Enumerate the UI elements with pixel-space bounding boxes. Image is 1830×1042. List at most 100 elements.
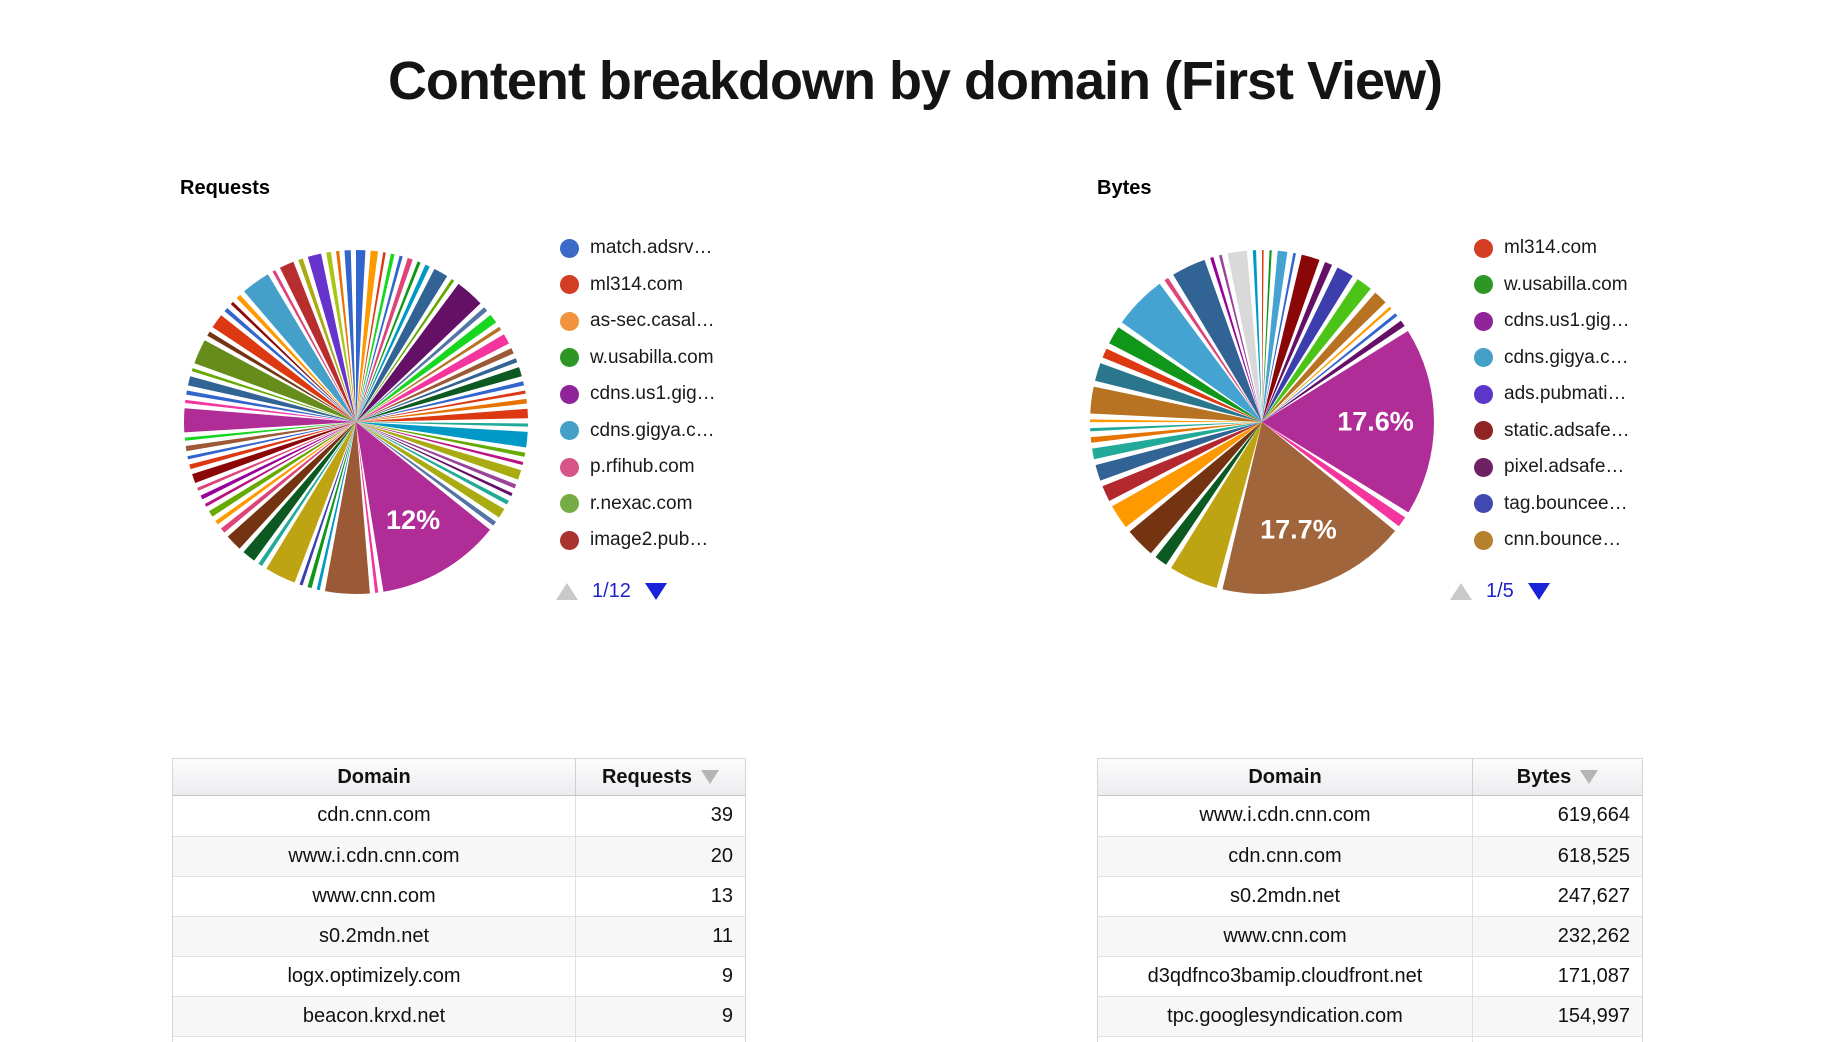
pie-slice[interactable] xyxy=(187,376,356,422)
pager-down-icon[interactable] xyxy=(1527,582,1550,600)
pie-slice[interactable] xyxy=(1102,422,1262,502)
pie-slice[interactable] xyxy=(1262,279,1371,422)
pie-slice[interactable] xyxy=(316,422,356,591)
pie-slice[interactable] xyxy=(200,422,356,500)
pie-slice[interactable] xyxy=(356,422,509,505)
legend-item[interactable]: image2.pub… xyxy=(560,529,716,550)
pie-slice[interactable] xyxy=(1164,277,1262,422)
legend-item[interactable]: cdns.gigya.c… xyxy=(560,420,716,441)
pie-slice[interactable] xyxy=(1262,320,1405,422)
column-header-requests[interactable]: Requests xyxy=(576,759,745,795)
pie-slice[interactable] xyxy=(184,422,356,441)
pie-slice[interactable] xyxy=(356,314,497,422)
legend-item[interactable]: r.nexac.com xyxy=(560,493,716,514)
pie-slice[interactable] xyxy=(186,390,356,422)
pie-slice[interactable] xyxy=(1090,422,1262,432)
pie-slice[interactable] xyxy=(1155,422,1262,565)
pie-slice[interactable] xyxy=(204,422,356,507)
legend-item[interactable]: ml314.com xyxy=(1474,237,1630,258)
pie-slice[interactable] xyxy=(1102,348,1262,422)
pie-slice[interactable] xyxy=(356,268,448,422)
pie-slice[interactable] xyxy=(212,315,356,422)
pie-slice[interactable] xyxy=(356,279,455,422)
pie-slice[interactable] xyxy=(1262,252,1296,422)
pie-slice[interactable] xyxy=(1222,422,1396,594)
column-header-domain[interactable]: Domain xyxy=(173,759,576,795)
pie-slice[interactable] xyxy=(307,253,356,422)
legend-item[interactable]: cdns.us1.gig… xyxy=(1474,310,1630,331)
requests-pie-chart[interactable]: 12% xyxy=(180,246,532,598)
pie-slice[interactable] xyxy=(356,422,379,593)
pie-slice[interactable] xyxy=(258,422,356,566)
pager-up-icon[interactable] xyxy=(556,582,578,600)
pie-slice[interactable] xyxy=(356,250,366,422)
pie-slice[interactable] xyxy=(1173,259,1262,422)
legend-item[interactable]: w.usabilla.com xyxy=(560,347,716,368)
pie-slice[interactable] xyxy=(324,422,370,595)
bytes-pie-chart[interactable]: 17.6% 17.7% xyxy=(1086,246,1438,598)
pie-slice[interactable] xyxy=(1227,250,1263,422)
pie-slice[interactable] xyxy=(356,253,395,422)
legend-item[interactable]: pixel.adsafe… xyxy=(1474,456,1630,477)
pie-slice[interactable] xyxy=(183,408,356,433)
pie-slice[interactable] xyxy=(243,422,356,561)
pie-slice[interactable] xyxy=(191,368,356,422)
pie-slice[interactable] xyxy=(1262,261,1333,422)
legend-item[interactable]: cdns.gigya.c… xyxy=(1474,347,1630,368)
legend-item[interactable]: ads.pubmati… xyxy=(1474,383,1630,404)
pie-slice[interactable] xyxy=(299,422,356,586)
pie-slice[interactable] xyxy=(187,422,356,460)
pie-slice[interactable] xyxy=(1210,257,1262,422)
pie-slice[interactable] xyxy=(1092,422,1262,460)
pie-slice[interactable] xyxy=(189,422,356,470)
pie-slice[interactable] xyxy=(1262,292,1386,422)
pie-slice[interactable] xyxy=(1129,422,1262,554)
legend-item[interactable]: cnn.bounce… xyxy=(1474,529,1630,550)
pie-slice[interactable] xyxy=(356,422,524,466)
legend-item[interactable]: match.adsrv… xyxy=(560,237,716,258)
pie-slice[interactable] xyxy=(307,422,356,589)
pie-slice[interactable] xyxy=(356,264,430,422)
pie-slice[interactable] xyxy=(1112,422,1262,528)
pie-slice[interactable] xyxy=(1262,250,1264,422)
pie-slice[interactable] xyxy=(298,258,356,422)
pie-slice[interactable] xyxy=(1090,386,1262,422)
pie-slice[interactable] xyxy=(197,422,356,491)
pie-slice[interactable] xyxy=(356,422,522,480)
pie-slice[interactable] xyxy=(230,301,356,422)
pie-slice[interactable] xyxy=(1262,422,1406,527)
pie-slice[interactable] xyxy=(1095,363,1262,422)
pie-slice[interactable] xyxy=(336,250,356,422)
pie-slice[interactable] xyxy=(1252,250,1262,422)
pie-slice[interactable] xyxy=(279,261,356,422)
pie-slice[interactable] xyxy=(356,255,403,422)
pie-slice[interactable] xyxy=(356,334,510,422)
pie-slice[interactable] xyxy=(356,422,517,489)
pie-slice[interactable] xyxy=(1171,422,1262,588)
column-header-domain[interactable]: Domain xyxy=(1098,759,1473,795)
pie-slice[interactable] xyxy=(1262,254,1320,422)
pager-down-icon[interactable] xyxy=(644,582,667,600)
pie-slice[interactable] xyxy=(236,294,356,422)
legend-item[interactable]: ml314.com xyxy=(560,274,716,295)
pie-slice[interactable] xyxy=(356,250,379,422)
pie-slice[interactable] xyxy=(1262,313,1398,422)
pie-slice[interactable] xyxy=(356,252,386,422)
pie-slice[interactable] xyxy=(356,422,505,518)
pie-slice[interactable] xyxy=(356,422,513,497)
pie-slice[interactable] xyxy=(356,408,528,422)
pie-slice[interactable] xyxy=(194,340,356,422)
pie-slice[interactable] xyxy=(356,367,522,422)
legend-item[interactable]: as-sec.casal… xyxy=(560,310,716,331)
pie-slice[interactable] xyxy=(207,331,356,422)
pie-slice[interactable] xyxy=(1262,330,1435,513)
pie-slice[interactable] xyxy=(1090,422,1262,443)
pie-slice[interactable] xyxy=(1262,267,1353,422)
pie-slice[interactable] xyxy=(185,399,356,422)
legend-item[interactable]: tag.bouncee… xyxy=(1474,493,1630,514)
pie-slice[interactable] xyxy=(220,422,356,533)
legend-item[interactable]: p.rfihub.com xyxy=(560,456,716,477)
pie-slice[interactable] xyxy=(356,283,481,422)
pie-slice[interactable] xyxy=(215,422,356,525)
pie-slice[interactable] xyxy=(356,358,518,422)
